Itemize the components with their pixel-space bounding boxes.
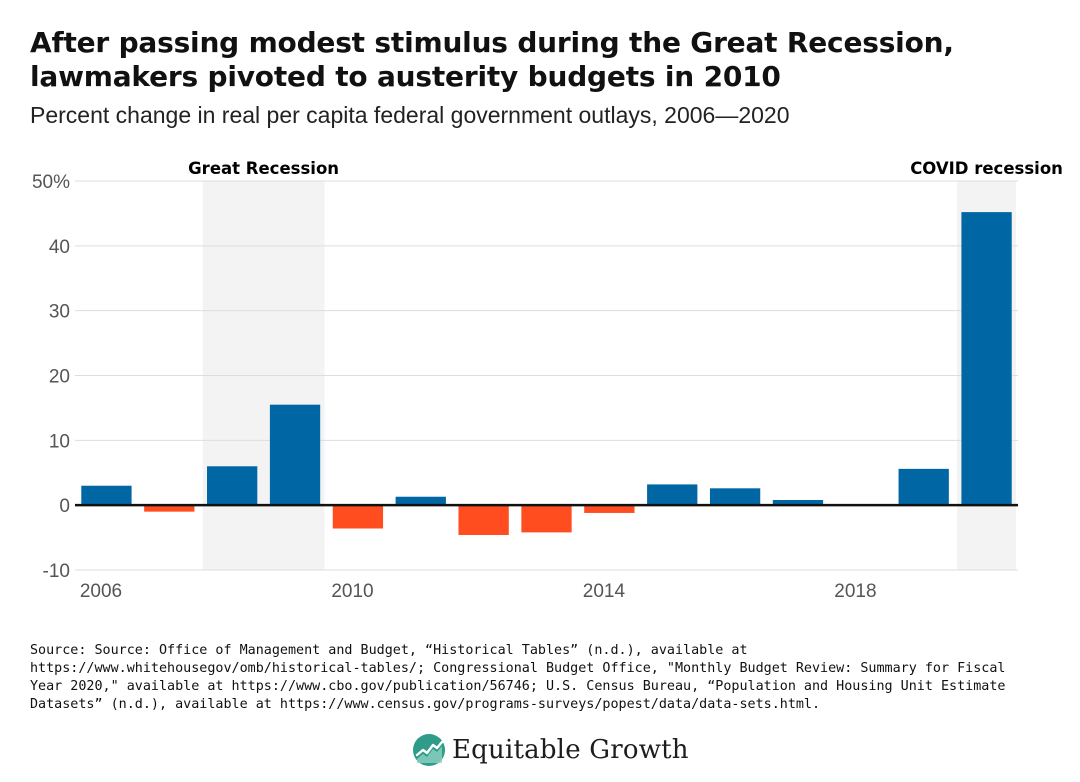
x-tick-label: 2018 <box>834 581 876 602</box>
bar-2015 <box>647 484 698 506</box>
equitable-growth-logo: Equitable Growth <box>412 730 689 770</box>
logo-wordmark: Equitable Growth <box>452 735 689 765</box>
bar-2010 <box>332 505 384 529</box>
bar-2009 <box>269 404 321 506</box>
y-tick-label: -10 <box>43 561 70 582</box>
y-tick-label: 50% <box>32 172 70 193</box>
bar-2013 <box>521 505 572 533</box>
y-tick-label: 20 <box>49 367 70 388</box>
bar-2007 <box>144 505 195 512</box>
y-tick-label: 30 <box>49 302 70 323</box>
chart-title: After passing modest stimulus during the… <box>30 26 954 93</box>
y-tick-label: 0 <box>59 496 70 517</box>
bar-2017 <box>772 499 824 506</box>
source-note: Source: Source: Office of Management and… <box>30 643 1006 712</box>
recession-label: COVID recession <box>910 159 1063 178</box>
bar-2016 <box>709 488 761 506</box>
y-tick-label: 10 <box>49 431 70 452</box>
bar-2011 <box>395 496 446 506</box>
bar-chart: Great Recession COVID recession -10 0 10 20 30… <box>32 159 1063 602</box>
x-tick-label: 2006 <box>80 581 122 602</box>
bar-2008 <box>207 466 258 506</box>
chart-subtitle: Percent change in real per capita federa… <box>30 102 790 128</box>
bar-2014 <box>584 505 635 513</box>
bar-2019 <box>898 468 949 506</box>
equitable-growth-logo-icon <box>413 734 445 766</box>
x-tick-label: 2010 <box>331 581 373 602</box>
bar-2006 <box>81 485 132 506</box>
y-tick-label: 40 <box>49 237 70 258</box>
bar-2020 <box>961 212 1012 506</box>
x-tick-label: 2014 <box>583 581 626 602</box>
bar-2012 <box>458 505 509 535</box>
recession-label: Great Recession <box>188 159 339 178</box>
